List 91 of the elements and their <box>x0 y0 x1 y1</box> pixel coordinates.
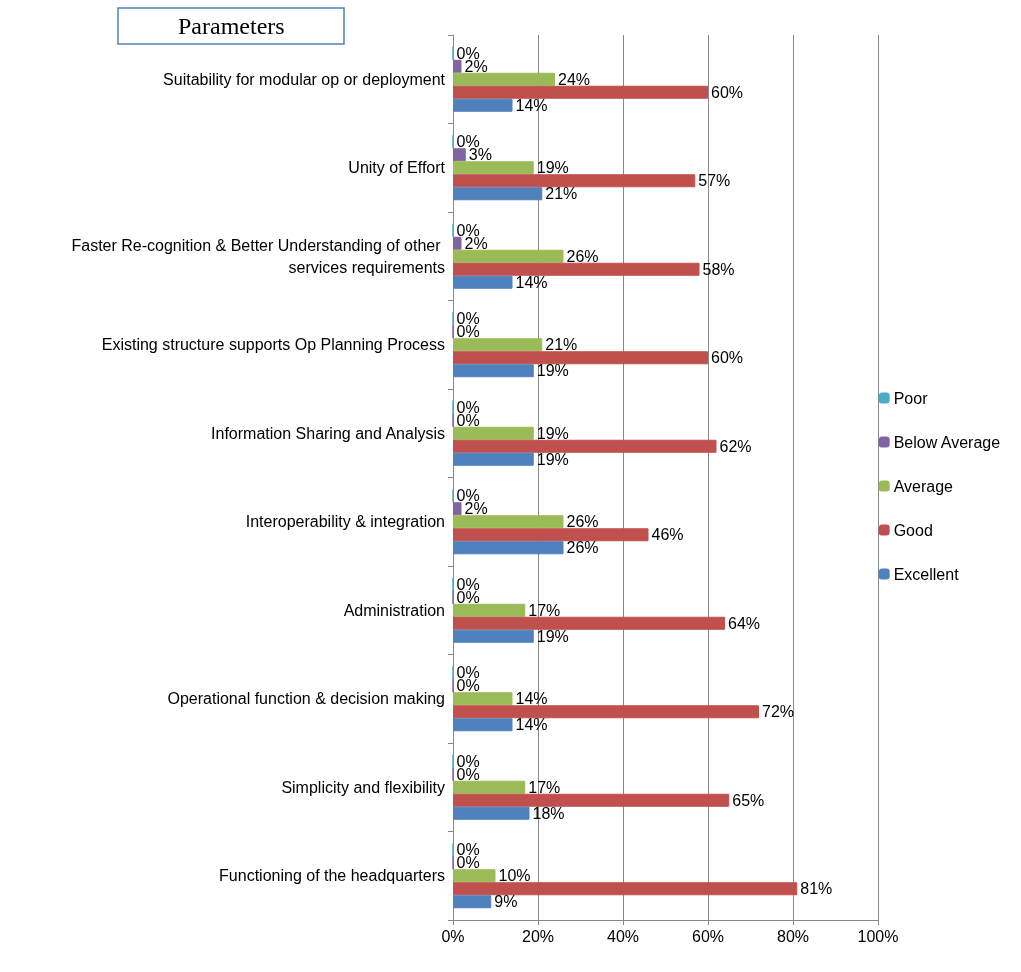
x-tick-label: 100% <box>857 927 899 945</box>
bar <box>453 452 534 466</box>
data-label: 0% <box>456 854 480 872</box>
bar <box>453 249 564 263</box>
bar <box>453 187 543 201</box>
data-label: 26% <box>566 247 599 265</box>
data-label: 0% <box>456 677 480 695</box>
bar <box>453 718 513 732</box>
legend-label: Good <box>893 521 933 539</box>
x-tick-label: 60% <box>691 927 725 945</box>
data-label: 19% <box>536 159 569 177</box>
data-label: 24% <box>558 70 591 88</box>
legend-label: Average <box>893 477 954 495</box>
y-tick-label: Administration <box>343 601 445 619</box>
y-tick-label: Suitability for modular op or deployment <box>163 70 446 88</box>
data-label: 21% <box>545 185 578 203</box>
data-label: 81% <box>800 880 833 898</box>
bar <box>453 72 555 86</box>
bar <box>453 705 759 719</box>
y-tick-label: Operational function & decision making <box>167 690 445 708</box>
bar <box>453 541 564 555</box>
bar <box>453 439 717 453</box>
bar <box>453 869 496 883</box>
data-label: 3% <box>468 146 492 164</box>
legend-label: Excellent <box>893 565 960 583</box>
data-label: 9% <box>494 893 518 911</box>
bar <box>453 236 462 250</box>
data-label: 57% <box>698 172 731 190</box>
bar <box>453 59 462 73</box>
legend-label: Poor <box>893 389 929 407</box>
data-label: 60% <box>711 83 744 101</box>
y-tick-label: Interoperability & integration <box>245 513 445 531</box>
data-label: 19% <box>536 362 569 380</box>
data-label: 14% <box>515 690 548 708</box>
data-label: 18% <box>532 804 565 822</box>
bar <box>453 882 798 896</box>
data-label: 21% <box>545 336 578 354</box>
data-label: 14% <box>515 96 548 114</box>
y-axis-title: Parameters <box>178 13 285 39</box>
bar <box>453 262 700 276</box>
data-label: 2% <box>464 500 488 518</box>
bar <box>453 616 725 630</box>
x-tick-label: 20% <box>521 927 555 945</box>
bar <box>453 780 526 794</box>
data-label: 14% <box>515 716 548 734</box>
data-label: 72% <box>762 703 795 721</box>
data-label: 64% <box>728 614 761 632</box>
data-label: 65% <box>732 791 765 809</box>
legend-label: Below Average <box>893 433 1001 451</box>
data-label: 58% <box>702 260 735 278</box>
data-label: 62% <box>719 437 752 455</box>
bar <box>453 351 708 365</box>
bar <box>453 806 530 820</box>
bar <box>453 161 534 175</box>
y-tick-label: Faster Re-cognition & Better Understanding of other services requirements <box>71 236 445 276</box>
y-tick-label: Unity of Effort <box>348 159 446 177</box>
bar <box>453 515 564 529</box>
bar <box>453 603 526 617</box>
y-tick-label: Information Sharing and Analysis <box>211 424 445 442</box>
data-label: 14% <box>515 273 548 291</box>
data-label: 60% <box>711 349 744 367</box>
x-tick-label: 80% <box>776 927 810 945</box>
data-label: 26% <box>566 539 599 557</box>
x-tick-label: 40% <box>606 927 640 945</box>
data-label: 19% <box>536 424 569 442</box>
data-label: 10% <box>498 867 531 885</box>
data-label: 19% <box>536 627 569 645</box>
data-label: 19% <box>536 450 569 468</box>
bar <box>453 692 513 706</box>
y-tick-label: Functioning of the headquarters <box>219 867 445 885</box>
bar <box>453 174 696 188</box>
bar <box>453 275 513 289</box>
bar <box>453 629 534 643</box>
bar <box>453 426 534 440</box>
data-label: 17% <box>528 778 561 796</box>
bar <box>453 338 543 352</box>
data-label: 26% <box>566 513 599 531</box>
data-label: 46% <box>651 526 684 544</box>
x-tick-label: 0% <box>441 927 465 945</box>
data-label: 17% <box>528 601 561 619</box>
bar <box>453 364 534 378</box>
bar <box>453 148 466 162</box>
bar <box>453 528 649 542</box>
y-tick-label: Existing structure supports Op Planning Process <box>101 336 445 354</box>
y-tick-label: Simplicity and flexibility <box>281 778 445 796</box>
bar <box>453 502 462 516</box>
bar <box>453 98 513 112</box>
bar <box>453 895 492 909</box>
bar <box>453 793 730 807</box>
bar <box>453 85 708 99</box>
data-label: 0% <box>456 323 480 341</box>
